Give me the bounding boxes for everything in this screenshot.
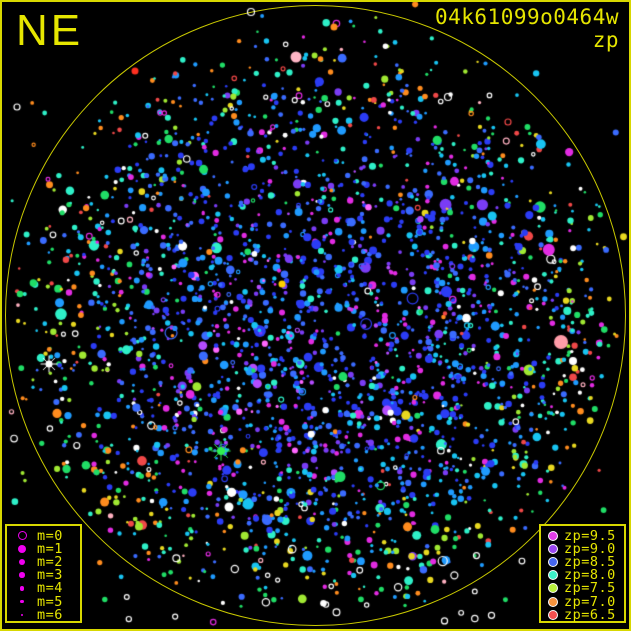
orientation-label: NE xyxy=(16,6,84,55)
magnitude-marker xyxy=(19,572,25,578)
plate-title-block: 04k61099o0464w zp xyxy=(435,6,619,52)
legend-label: zp=9.5 xyxy=(564,527,616,544)
legend-row: zp=8.0 xyxy=(541,567,624,584)
legend-label: zp=8.5 xyxy=(564,553,616,570)
legend-row: m=5 xyxy=(7,593,80,610)
legend-label: m=1 xyxy=(37,540,63,557)
legend-row: m=4 xyxy=(7,580,80,597)
zeropoint-marker xyxy=(548,597,557,606)
zeropoint-marker xyxy=(548,557,557,566)
magnitude-marker xyxy=(18,544,26,553)
legend-row: m=2 xyxy=(7,553,80,570)
magnitude-marker xyxy=(20,599,24,604)
legend-label: m=0 xyxy=(37,527,63,544)
legend-label: m=2 xyxy=(37,553,63,570)
plate-id: 04k61099o0464w xyxy=(434,5,619,29)
legend-label: m=6 xyxy=(37,606,63,623)
legend-row: zp=8.5 xyxy=(541,553,624,570)
legend-row: m=3 xyxy=(7,567,80,584)
plate-subtitle: zp xyxy=(592,28,619,52)
legend-label: zp=7.0 xyxy=(564,593,616,610)
legend-row: zp=7.5 xyxy=(541,580,624,597)
legend-zeropoint: zp=9.5 zp=9.0 zp=8.5 zp=8.0 zp=7.5 zp=7.… xyxy=(539,524,626,623)
magnitude-marker xyxy=(17,531,27,541)
legend-row: m=6 xyxy=(7,606,80,623)
magnitude-marker xyxy=(20,613,24,616)
legend-label: m=3 xyxy=(37,567,63,584)
legend-label: zp=7.5 xyxy=(564,580,616,597)
zeropoint-marker xyxy=(548,610,557,619)
legend-row: m=1 xyxy=(7,540,80,557)
legend-row: zp=7.0 xyxy=(541,593,624,610)
legend-row: zp=9.0 xyxy=(541,540,624,557)
legend-label: zp=6.5 xyxy=(564,606,616,623)
legend-magnitude: m=0 m=1 m=2 m=3 m=4 m=5 m=6 xyxy=(5,524,82,623)
magnitude-marker xyxy=(18,558,26,566)
zeropoint-marker xyxy=(548,571,557,580)
legend-row: zp=9.5 xyxy=(541,527,624,544)
legend-label: zp=8.0 xyxy=(564,567,616,584)
legend-label: m=4 xyxy=(37,580,63,597)
legend-label: zp=9.0 xyxy=(564,540,616,557)
legend-row: m=0 xyxy=(7,527,80,544)
zeropoint-marker xyxy=(548,544,557,553)
legend-row: zp=6.5 xyxy=(541,606,624,623)
zeropoint-marker xyxy=(548,531,557,540)
legend-label: m=5 xyxy=(37,593,63,610)
zeropoint-marker xyxy=(548,584,557,593)
magnitude-marker xyxy=(19,586,25,591)
